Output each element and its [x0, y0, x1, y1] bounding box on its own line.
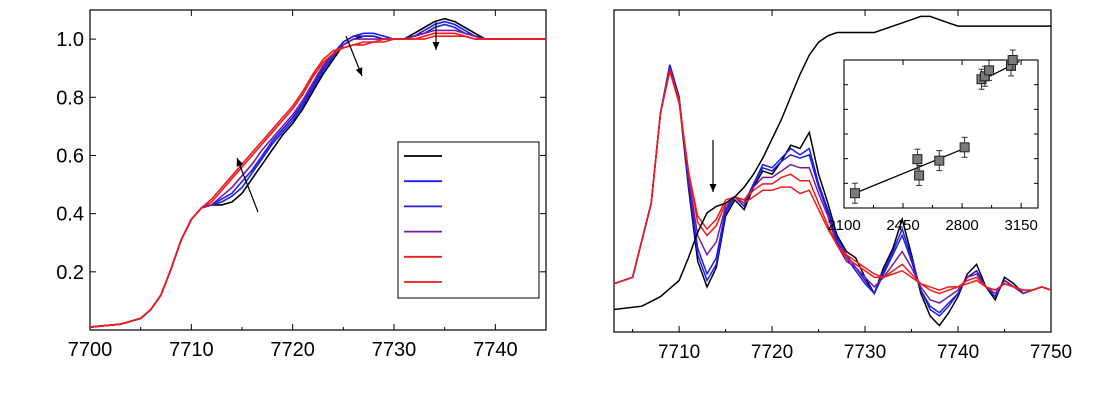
- arrow-preedge-increase-shaft: [236, 157, 259, 213]
- series-line-2906k: [614, 68, 1051, 295]
- x-tick-label: 7700: [68, 339, 113, 361]
- inset-data-point: [959, 142, 970, 153]
- inset-frame: [843, 59, 1039, 209]
- inset-data-point: [984, 65, 995, 76]
- inset-x-tick-label: 2100: [827, 217, 860, 234]
- legend: [397, 141, 540, 299]
- inset: 2100 2450 2800 3150: [827, 49, 1039, 234]
- x-tick-label: 7720: [270, 339, 315, 361]
- arrow-preedge-increase: [236, 157, 259, 213]
- x-tick-label: 7710: [658, 342, 700, 363]
- panel-a-frame: [89, 9, 547, 331]
- x-tick-label: 7720: [751, 342, 793, 363]
- arrow-peak-decrease-head: [432, 42, 440, 50]
- y-tick-label: 0.2: [56, 262, 84, 284]
- series-line-300k: [614, 67, 1051, 327]
- inset-data-point: [912, 154, 923, 165]
- x-tick-label: 7740: [937, 342, 979, 363]
- panel-b: 7710 7720 7730 7740 7750: [613, 9, 1072, 363]
- arrow-derivative-shoulder-head: [709, 184, 717, 192]
- y-tick-label: 0.6: [56, 145, 84, 167]
- inset-x-tick-label: 2800: [945, 217, 978, 234]
- arrow-derivative-shoulder: [709, 140, 717, 192]
- inset-fit-line: [854, 146, 968, 194]
- legend-frame: [397, 141, 540, 299]
- inset-data-point: [849, 188, 860, 199]
- x-tick-label: 7730: [844, 342, 886, 363]
- inset-data-point: [1007, 55, 1018, 65]
- inset-x-tick-label: 2450: [886, 217, 919, 234]
- x-tick-label: 7750: [1030, 342, 1072, 363]
- series-line-xanes-overlay-: [614, 15, 1051, 311]
- y-tick-label: 0.4: [56, 204, 84, 226]
- x-tick-label: 7730: [372, 339, 417, 361]
- x-tick-label: 7710: [169, 339, 214, 361]
- y-tick-label: 1.0: [56, 29, 84, 51]
- arrow-edge-shift: [345, 35, 363, 77]
- inset-x-tick-label: 3150: [1004, 217, 1037, 234]
- series-line-3072K: [90, 35, 546, 328]
- series-line-2652k: [614, 67, 1051, 304]
- inset-data-point: [934, 155, 945, 166]
- x-tick-label: 7740: [473, 339, 518, 361]
- arrow-edge-shift-head: [355, 67, 363, 76]
- panel-a: 7700 7710 7720 7730 7740 0.2 0.4 0.6 0.8 1.0: [56, 9, 547, 361]
- panel-b-frame: [613, 9, 1052, 333]
- inset-data-point: [914, 170, 925, 181]
- arrow-preedge-increase-head: [236, 158, 244, 167]
- arrow-peak-decrease: [432, 22, 440, 50]
- y-tick-label: 0.8: [56, 87, 84, 109]
